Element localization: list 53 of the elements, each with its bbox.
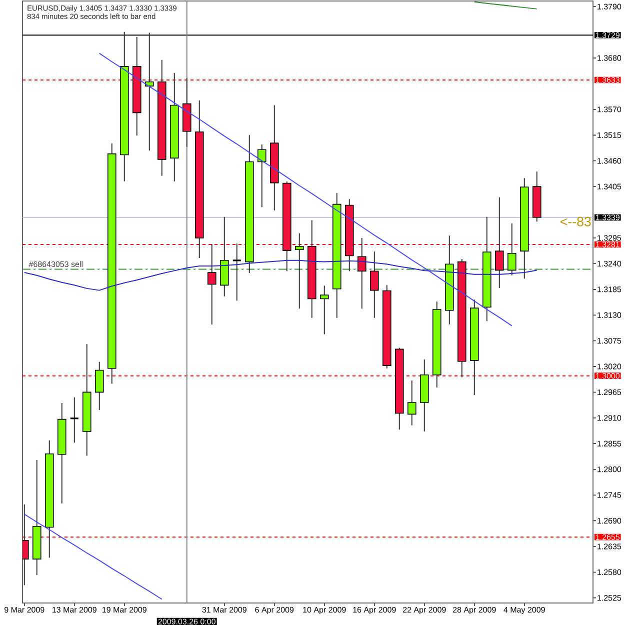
candlestick: [257, 144, 266, 208]
candlestick: [232, 243, 242, 302]
x-tick-label: 2009.03.26 0:00: [158, 618, 216, 624]
y-tick-label: 1.3790: [598, 4, 622, 10]
y-tick-label: 1.3295: [598, 235, 622, 241]
y-tick-label: 1.3020: [598, 364, 622, 370]
y-tick-label: 1.3515: [598, 132, 622, 138]
x-tick-label: 13 Mar 2009: [52, 606, 96, 613]
y-tick-label: 1.2580: [598, 569, 622, 575]
x-tick-label: 31 Mar 2009: [202, 606, 246, 613]
x-tick-label: 16 Apr 2009: [353, 606, 396, 614]
ref-line-label: #68643053 sell: [28, 261, 82, 268]
candlestick: [320, 285, 329, 335]
y-tick-label: 1.3240: [598, 260, 622, 267]
y-tick-label: 1.3130: [598, 312, 622, 318]
y-tick-label: 1.2745: [598, 492, 622, 498]
y-tick-label: 1.2855: [598, 440, 622, 446]
y-tick-label: 1.2910: [598, 415, 622, 421]
x-tick-label: 9 Mar 2009: [4, 606, 44, 613]
x-tick-label: 19 Mar 2009: [102, 606, 146, 613]
candlestick: [70, 396, 80, 444]
ref-line-label: 1.3281: [596, 242, 620, 248]
y-tick-label: 1.2690: [598, 518, 622, 524]
annotation: <--83: [560, 216, 591, 226]
x-tick-label: 28 Apr 2009: [452, 606, 496, 614]
candlestick: [507, 222, 516, 276]
ref-line-label: 1.3000: [596, 373, 620, 379]
y-tick-label: 1.3570: [598, 106, 622, 112]
candlestick: [370, 251, 379, 318]
candlestick: [294, 232, 304, 310]
y-tick-label: 1.2965: [598, 389, 622, 396]
x-tick-label: 22 Apr 2009: [402, 606, 446, 614]
candlestick: [94, 361, 104, 410]
y-tick-label: 1.2635: [598, 544, 622, 550]
ref-line-label: 1.2655: [596, 534, 620, 540]
x-tick-label: 6 Apr 2009: [255, 606, 294, 614]
candlestick: [407, 380, 416, 426]
y-tick-label: 1.3075: [598, 338, 622, 344]
y-tick-label: 1.3185: [598, 286, 622, 292]
candlestick: [494, 196, 504, 288]
y-tick-label: 1.2800: [598, 466, 622, 472]
y-tick-label: 1.3680: [598, 55, 622, 61]
y-tick-label: 1.3460: [598, 158, 622, 164]
ref-line-label: 1.3339: [596, 214, 620, 220]
x-tick-label: 4 May 2009: [504, 606, 545, 614]
y-tick-label: 1.2525: [598, 595, 622, 601]
ref-line-label: 1.3729: [596, 32, 620, 38]
x-tick-label: 10 Apr 2009: [303, 606, 346, 614]
line-series: [24, 514, 162, 600]
ref-line-label: 1.3633: [596, 77, 620, 83]
y-tick-label: 1.3405: [598, 184, 622, 190]
candlestick: [207, 244, 216, 325]
candlestick: [357, 237, 366, 310]
